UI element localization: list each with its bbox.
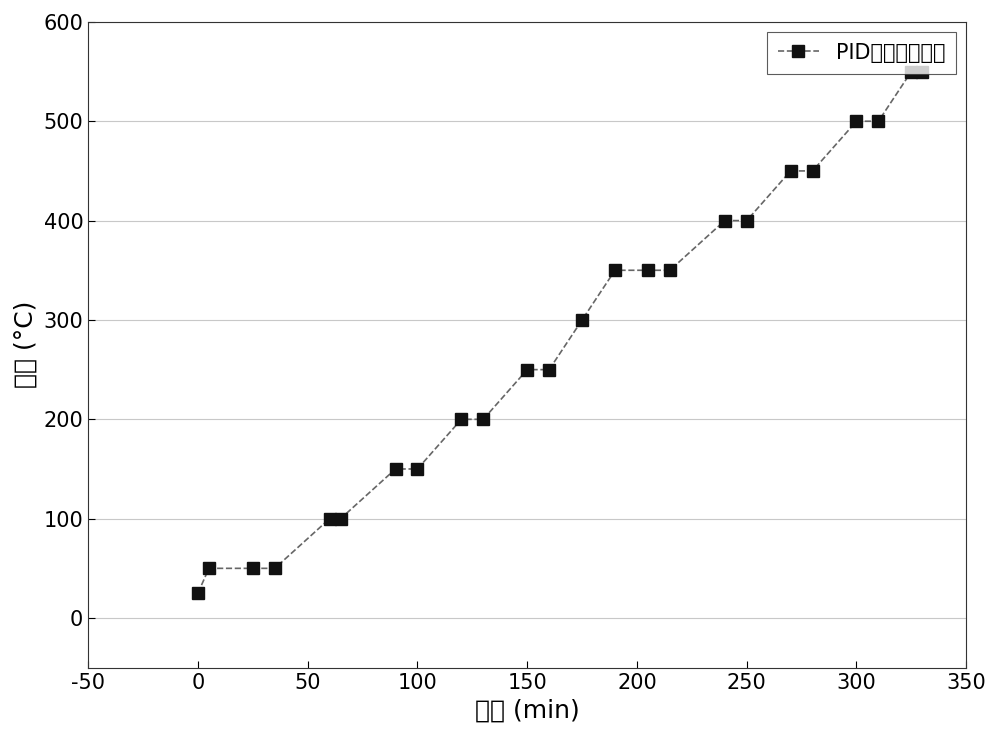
PID温度时间曲线	[850, 117, 862, 126]
PID温度时间曲线	[916, 67, 928, 76]
PID温度时间曲线	[642, 266, 654, 275]
PID温度时间曲线	[785, 166, 797, 175]
Y-axis label: 温度 (°C): 温度 (°C)	[14, 301, 38, 389]
PID温度时间曲线	[664, 266, 676, 275]
PID温度时间曲线	[872, 117, 884, 126]
PID温度时间曲线	[741, 216, 753, 225]
PID温度时间曲线	[543, 365, 555, 374]
PID温度时间曲线	[203, 564, 215, 573]
PID温度时间曲线	[477, 415, 489, 424]
PID温度时间曲线	[521, 365, 533, 374]
PID温度时间曲线	[905, 67, 917, 76]
PID温度时间曲线	[807, 166, 819, 175]
PID温度时间曲线	[324, 514, 336, 523]
Line: PID温度时间曲线: PID温度时间曲线	[192, 66, 928, 598]
PID温度时间曲线	[247, 564, 259, 573]
Legend: PID温度时间曲线: PID温度时间曲线	[767, 32, 956, 74]
PID温度时间曲线	[719, 216, 731, 225]
PID温度时间曲线	[192, 589, 204, 598]
PID温度时间曲线	[335, 514, 347, 523]
PID温度时间曲线	[609, 266, 621, 275]
PID温度时间曲线	[576, 316, 588, 325]
PID温度时间曲线	[411, 464, 423, 473]
X-axis label: 时间 (min): 时间 (min)	[475, 698, 580, 722]
PID温度时间曲线	[390, 464, 402, 473]
PID温度时间曲线	[455, 415, 467, 424]
PID温度时间曲线	[269, 564, 281, 573]
